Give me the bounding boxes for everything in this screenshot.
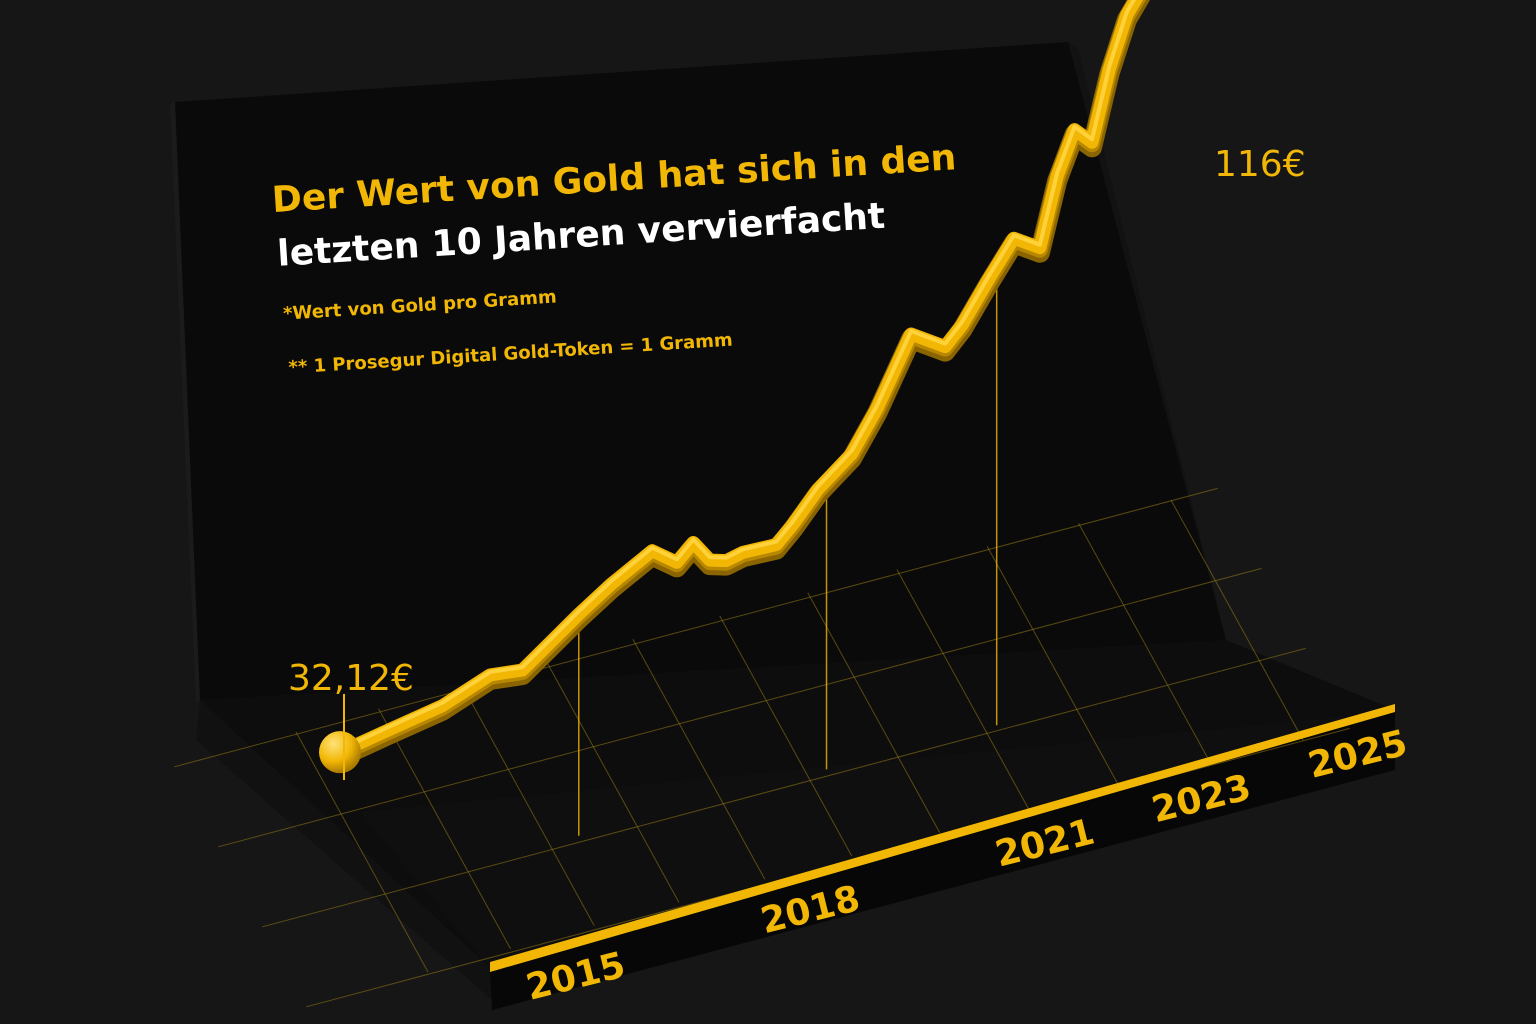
floor-grid-line — [262, 647, 1306, 928]
gold-price-line-group — [319, 0, 1151, 774]
gold-line-highlight — [338, 0, 1137, 752]
drop-lines — [578, 276, 998, 836]
floor-grid-line — [378, 708, 511, 950]
start-value-label: 32,12€ — [288, 658, 414, 699]
floor-grid-line — [218, 567, 1262, 848]
floor-grid-line — [896, 569, 1030, 810]
floor-left-edge — [196, 700, 492, 1000]
floor-grid-line — [461, 685, 595, 926]
floor-grid-line — [807, 592, 941, 834]
floor-grid-line — [1170, 499, 1304, 741]
floor-front-edge — [490, 710, 1395, 1010]
back-board — [175, 42, 1226, 700]
floor-step — [360, 712, 1395, 968]
floor-grid-line — [546, 662, 680, 903]
floor-grid-line — [1078, 522, 1211, 764]
floor-grid-line — [719, 615, 853, 857]
floor-grid-line — [295, 731, 429, 973]
floor-grid-line — [986, 546, 1120, 787]
floor-gold-edge — [490, 704, 1395, 972]
start-point-ball — [319, 731, 361, 774]
floor-grid-line — [632, 638, 766, 880]
end-value-label: 116€ — [1214, 144, 1306, 185]
floor-grid-line — [174, 487, 1218, 768]
back-board-left-edge — [170, 102, 200, 702]
